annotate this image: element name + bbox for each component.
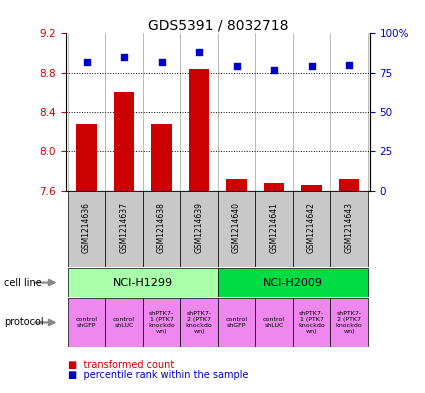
Point xyxy=(121,54,128,60)
Text: GSM1214640: GSM1214640 xyxy=(232,202,241,253)
Bar xyxy=(293,191,330,267)
Text: GSM1214637: GSM1214637 xyxy=(119,202,128,253)
Bar xyxy=(68,298,105,347)
Point xyxy=(308,63,315,70)
Bar xyxy=(151,124,172,191)
Text: protocol: protocol xyxy=(4,318,44,327)
Bar xyxy=(68,268,218,297)
Text: GSM1214641: GSM1214641 xyxy=(269,202,278,253)
Bar xyxy=(255,191,293,267)
Point xyxy=(271,66,278,73)
Bar xyxy=(226,179,247,191)
Bar xyxy=(189,69,210,191)
Point xyxy=(83,59,90,65)
Text: GSM1214642: GSM1214642 xyxy=(307,202,316,253)
Text: shPTK7-
2 (PTK7
knockdo
wn): shPTK7- 2 (PTK7 knockdo wn) xyxy=(336,311,363,334)
Bar xyxy=(105,191,143,267)
Text: GSM1214643: GSM1214643 xyxy=(345,202,354,253)
Text: shPTK7-
2 (PTK7
knockdo
wn): shPTK7- 2 (PTK7 knockdo wn) xyxy=(186,311,212,334)
Bar xyxy=(114,92,134,191)
Bar xyxy=(293,298,330,347)
Text: NCI-H1299: NCI-H1299 xyxy=(113,277,173,288)
Point xyxy=(158,59,165,65)
Text: control
shGFP: control shGFP xyxy=(226,317,248,328)
Text: ■  percentile rank within the sample: ■ percentile rank within the sample xyxy=(68,370,249,380)
Text: shPTK7-
1 (PTK7
knockdo
wn): shPTK7- 1 (PTK7 knockdo wn) xyxy=(148,311,175,334)
Bar xyxy=(218,268,368,297)
Text: cell line: cell line xyxy=(4,277,42,288)
Bar xyxy=(76,124,97,191)
Bar xyxy=(218,191,255,267)
Text: control
shLUC: control shLUC xyxy=(263,317,285,328)
Text: shPTK7-
1 (PTK7
knockdo
wn): shPTK7- 1 (PTK7 knockdo wn) xyxy=(298,311,325,334)
Bar xyxy=(143,298,180,347)
Bar xyxy=(180,191,218,267)
Bar xyxy=(330,191,368,267)
Bar xyxy=(180,298,218,347)
Bar xyxy=(68,191,105,267)
Bar xyxy=(339,179,360,191)
Bar xyxy=(330,298,368,347)
Text: GSM1214636: GSM1214636 xyxy=(82,202,91,253)
Bar xyxy=(264,183,284,191)
Text: GSM1214639: GSM1214639 xyxy=(195,202,204,253)
Bar xyxy=(255,298,293,347)
Text: NCI-H2009: NCI-H2009 xyxy=(263,277,323,288)
Bar xyxy=(143,191,180,267)
Text: GSM1214638: GSM1214638 xyxy=(157,202,166,253)
Point xyxy=(196,49,202,55)
Bar xyxy=(301,185,322,191)
Title: GDS5391 / 8032718: GDS5391 / 8032718 xyxy=(147,18,288,32)
Bar xyxy=(105,298,143,347)
Text: ■  transformed count: ■ transformed count xyxy=(68,360,174,371)
Point xyxy=(233,63,240,70)
Point xyxy=(346,62,352,68)
Text: control
shGFP: control shGFP xyxy=(76,317,97,328)
Bar xyxy=(218,298,255,347)
Text: control
shLUC: control shLUC xyxy=(113,317,135,328)
